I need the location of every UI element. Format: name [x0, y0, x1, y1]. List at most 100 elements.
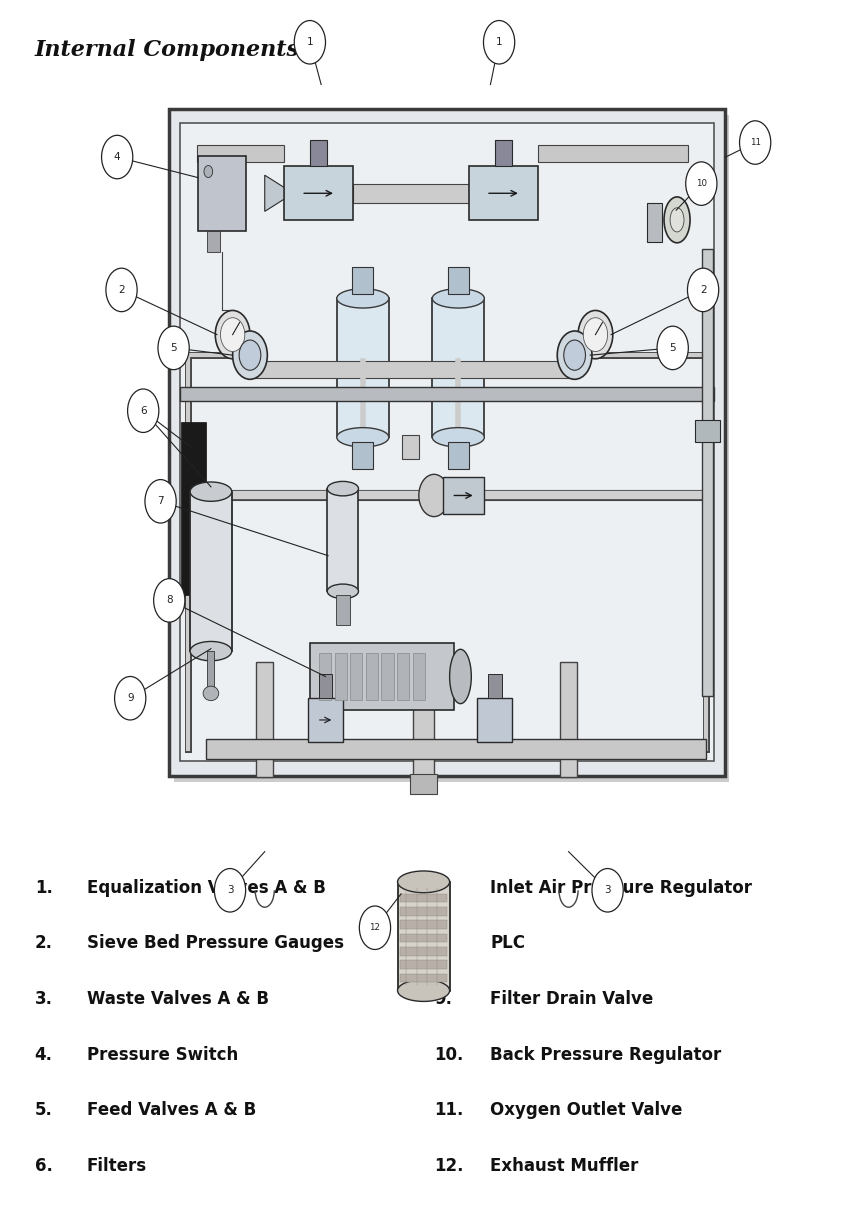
Circle shape [686, 162, 717, 205]
Circle shape [740, 121, 771, 164]
Bar [190, 492, 232, 651]
Text: 6: 6 [140, 406, 147, 416]
Bar [402, 435, 419, 459]
Text: 1: 1 [306, 37, 313, 47]
Bar [337, 298, 389, 437]
Text: 4: 4 [114, 152, 121, 162]
Bar [413, 644, 434, 777]
Text: 7.: 7. [434, 879, 452, 896]
Bar [443, 477, 484, 513]
Text: 6.: 6. [35, 1157, 53, 1174]
Text: 2.: 2. [35, 935, 53, 952]
Bar [382, 652, 393, 701]
Ellipse shape [239, 341, 260, 371]
Circle shape [102, 135, 133, 179]
Ellipse shape [337, 289, 389, 308]
Bar [308, 698, 343, 742]
Circle shape [483, 21, 515, 64]
Bar [448, 267, 469, 294]
Text: 8.: 8. [434, 935, 452, 952]
Bar [180, 123, 714, 761]
Bar [469, 165, 538, 220]
Bar [207, 651, 214, 693]
Circle shape [115, 676, 146, 720]
Ellipse shape [190, 482, 232, 501]
Text: 11.: 11. [434, 1102, 464, 1119]
Bar [327, 488, 358, 591]
Bar [206, 739, 706, 759]
Ellipse shape [220, 318, 245, 352]
Ellipse shape [557, 331, 592, 379]
Ellipse shape [432, 428, 484, 447]
Ellipse shape [233, 331, 267, 379]
Bar [400, 920, 447, 929]
Bar [702, 249, 713, 696]
Text: Equalization Valves A & B: Equalization Valves A & B [87, 879, 326, 896]
Bar [319, 652, 332, 701]
Bar [250, 361, 575, 378]
Bar [398, 882, 450, 991]
Bar [353, 184, 469, 203]
Bar [336, 594, 350, 626]
Text: 5: 5 [170, 343, 177, 353]
Text: 12: 12 [370, 923, 380, 933]
Text: Exhaust Muffler: Exhaust Muffler [490, 1157, 639, 1174]
Ellipse shape [204, 165, 213, 178]
Ellipse shape [664, 197, 690, 243]
Bar [488, 674, 502, 698]
Bar [400, 894, 447, 902]
Bar [169, 109, 725, 776]
Bar [352, 267, 373, 294]
Bar [351, 652, 363, 701]
Circle shape [294, 21, 326, 64]
Bar [400, 974, 447, 982]
Text: PLC: PLC [490, 935, 525, 952]
Bar [180, 387, 714, 401]
Text: Oxygen Outlet Valve: Oxygen Outlet Valve [490, 1102, 683, 1119]
Circle shape [657, 326, 688, 370]
Text: 3: 3 [227, 885, 233, 895]
Bar [400, 907, 447, 916]
Text: 11: 11 [750, 138, 760, 147]
Text: 9.: 9. [434, 991, 452, 1007]
Text: 1: 1 [496, 37, 503, 47]
Bar [432, 298, 484, 437]
Bar [181, 422, 206, 596]
Text: 10.: 10. [434, 1046, 464, 1063]
Ellipse shape [432, 289, 484, 308]
Bar [366, 652, 378, 701]
Text: Pressure Switch: Pressure Switch [87, 1046, 238, 1063]
Bar [207, 231, 220, 252]
Bar [695, 420, 720, 442]
Text: Feed Valves A & B: Feed Valves A & B [87, 1102, 256, 1119]
Ellipse shape [450, 650, 471, 703]
Ellipse shape [670, 208, 684, 232]
Bar [352, 442, 373, 469]
Ellipse shape [337, 428, 389, 447]
Text: Filters: Filters [87, 1157, 147, 1174]
Polygon shape [265, 175, 284, 211]
Ellipse shape [398, 871, 450, 893]
Bar [400, 947, 447, 956]
Circle shape [154, 579, 185, 622]
Bar [284, 165, 353, 220]
Bar [174, 115, 729, 782]
Text: Waste Valves A & B: Waste Valves A & B [87, 991, 269, 1007]
Ellipse shape [578, 310, 613, 359]
Text: 3: 3 [604, 885, 611, 895]
Ellipse shape [398, 980, 450, 1001]
Text: Filter Drain Valve: Filter Drain Valve [490, 991, 654, 1007]
Text: 12.: 12. [434, 1157, 464, 1174]
Circle shape [128, 389, 159, 432]
Bar [319, 674, 332, 698]
Text: 2: 2 [118, 285, 125, 295]
Bar [477, 698, 512, 742]
Text: 1.: 1. [35, 879, 53, 896]
Text: 9: 9 [127, 693, 134, 703]
Text: 5.: 5. [35, 1102, 53, 1119]
Bar [410, 774, 437, 794]
Text: Sieve Bed Pressure Gauges: Sieve Bed Pressure Gauges [87, 935, 344, 952]
Text: Back Pressure Regulator: Back Pressure Regulator [490, 1046, 721, 1063]
Ellipse shape [564, 341, 585, 371]
Bar [398, 652, 410, 701]
